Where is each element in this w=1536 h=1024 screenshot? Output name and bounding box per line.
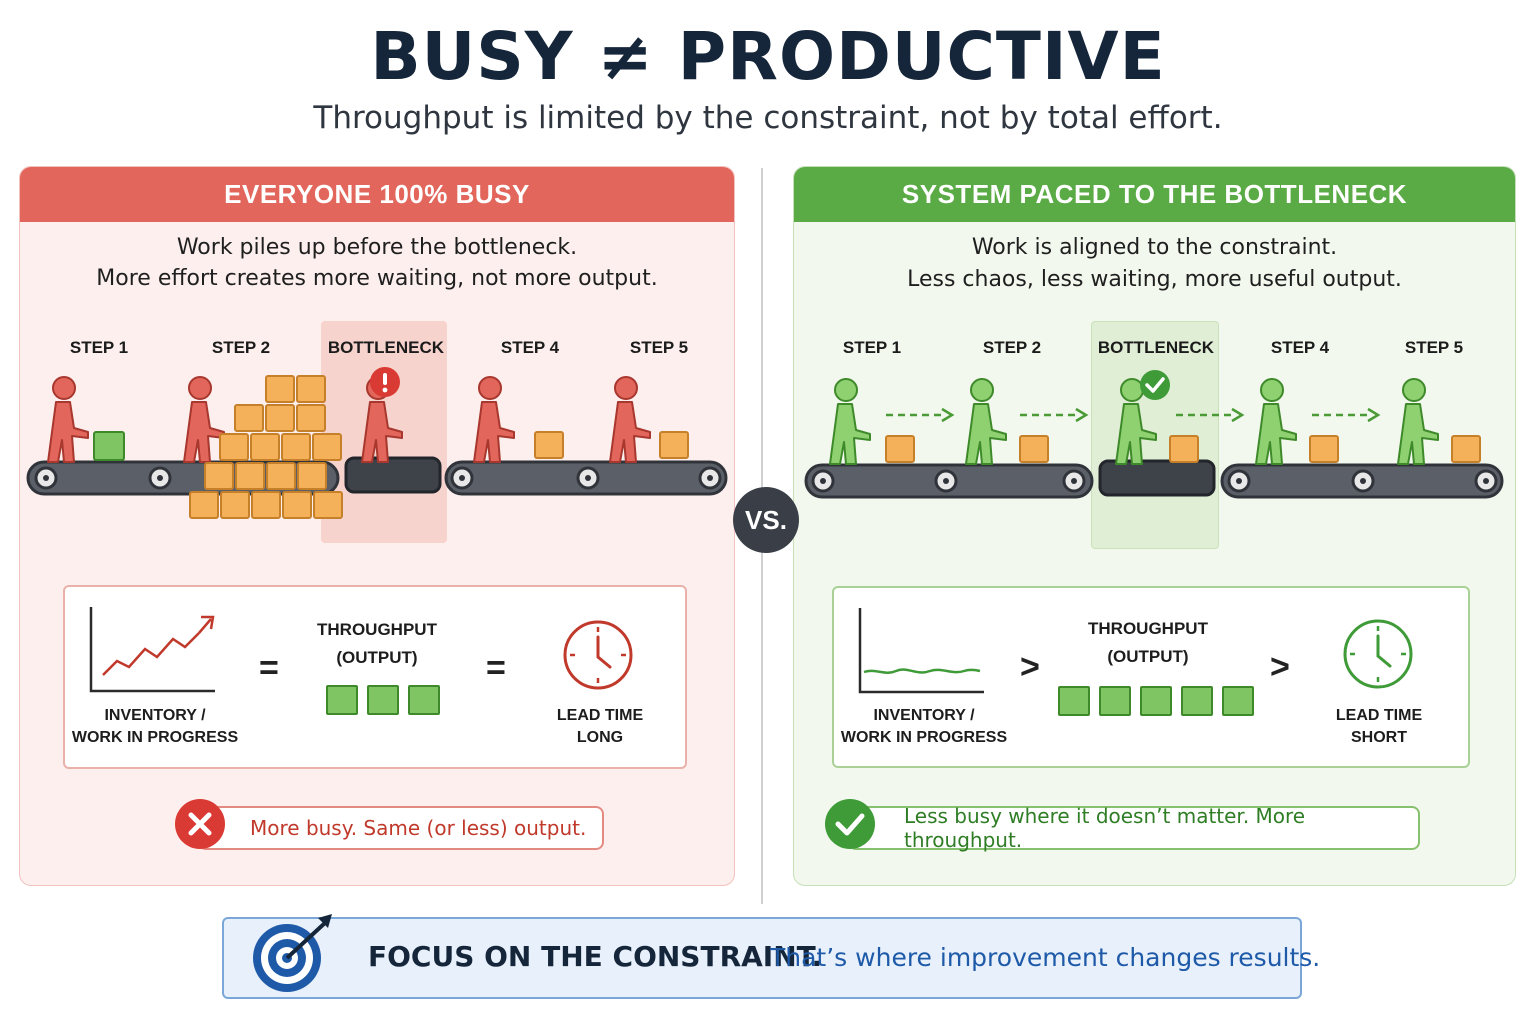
page-subtitle: Throughput is limited by the constraint,…	[313, 100, 1223, 136]
left-op-1: =	[259, 649, 279, 687]
left-step-4-label: STEP 4	[500, 338, 560, 357]
left-panel: EVERYONE 100% BUSY Work piles up before …	[19, 166, 735, 886]
right-throughput-label-1: THROUGHPUT	[1088, 619, 1208, 638]
right-flat-chart-icon	[858, 608, 984, 694]
left-throughput-units	[326, 685, 440, 715]
right-inventory-label-2: WORK IN PROGRESS	[840, 729, 1008, 746]
right-throughput-label-2: (OUTPUT)	[1107, 647, 1189, 666]
focus-bold-text: FOCUS ON THE CONSTRAINT.	[368, 940, 823, 973]
throughput-unit	[326, 685, 358, 715]
right-throughput-units	[1058, 686, 1254, 716]
left-throughput-label-2: (OUTPUT)	[336, 648, 418, 667]
check-icon	[825, 799, 875, 849]
right-op-2: >	[1270, 648, 1290, 686]
focus-text: That’s where improvement changes results…	[770, 943, 1321, 972]
right-verdict-text: Less busy where it doesn’t matter. More …	[904, 804, 1306, 852]
left-desc-line-2: More effort creates more waiting, not mo…	[96, 266, 658, 291]
right-step-1-label: STEP 1	[842, 338, 902, 357]
left-inventory-label-2: WORK IN PROGRESS	[71, 729, 239, 746]
left-desc-line-1: Work piles up before the bottleneck.	[176, 235, 578, 260]
right-conveyor-scene	[804, 378, 1504, 499]
right-metrics-box: INVENTORY / WORK IN PROGRESS > THROUGHPU…	[832, 586, 1470, 768]
left-metrics-box: INVENTORY / WORK IN PROGRESS = THROUGHPU…	[63, 585, 687, 769]
right-step-4-label: STEP 4	[1270, 338, 1330, 357]
left-lead-time-label-1: LEAD TIME	[556, 707, 644, 724]
left-step-2-label: STEP 2	[211, 338, 271, 357]
throughput-unit	[1099, 686, 1131, 716]
left-throughput-label-1: THROUGHPUT	[317, 620, 437, 639]
right-step-2-label: STEP 2	[982, 338, 1042, 357]
throughput-unit	[1181, 686, 1213, 716]
left-verdict: More busy. Same (or less) output.	[198, 806, 604, 850]
vs-badge: VS.	[733, 487, 799, 553]
left-verdict-text: More busy. Same (or less) output.	[250, 816, 587, 840]
right-op-1: >	[1020, 648, 1040, 686]
left-bottleneck-label: BOTTLENECK	[327, 338, 445, 357]
left-panel-header: EVERYONE 100% BUSY	[20, 167, 734, 222]
left-op-2: =	[486, 649, 506, 687]
exclamation-icon	[370, 367, 400, 397]
throughput-unit	[1058, 686, 1090, 716]
right-desc-line-2: Less chaos, less waiting, more useful ou…	[907, 267, 1402, 292]
target-icon	[253, 914, 332, 992]
left-step-5-label: STEP 5	[629, 338, 689, 357]
throughput-unit	[367, 685, 399, 715]
inventory-pile	[189, 375, 343, 519]
right-bottleneck-label: BOTTLENECK	[1097, 338, 1215, 357]
x-icon	[175, 799, 225, 849]
page-title: BUSY ≠ PRODUCTIVE	[370, 18, 1166, 95]
left-lead-time-label-2: LONG	[576, 729, 624, 746]
left-rising-chart-icon	[89, 607, 215, 693]
right-step-5-label: STEP 5	[1404, 338, 1464, 357]
right-verdict: Less busy where it doesn’t matter. More …	[848, 804, 1420, 852]
right-desc-line-1: Work is aligned to the constraint.	[971, 235, 1338, 260]
left-step-1-label: STEP 1	[69, 338, 129, 357]
left-inventory-label-1: INVENTORY /	[104, 707, 206, 724]
right-inventory-label-1: INVENTORY /	[873, 707, 975, 724]
clock-icon	[563, 620, 633, 690]
throughput-unit	[1222, 686, 1254, 716]
right-panel-header: SYSTEM PACED TO THE BOTTLENECK	[794, 167, 1515, 222]
right-lead-time-label-1: LEAD TIME	[1335, 707, 1423, 724]
focus-banner	[222, 917, 1302, 999]
right-lead-time-label-2: SHORT	[1351, 729, 1407, 746]
left-conveyor-scene	[26, 375, 728, 519]
throughput-unit	[408, 685, 440, 715]
clock-icon	[1343, 619, 1413, 689]
right-panel: SYSTEM PACED TO THE BOTTLENECK Work is a…	[793, 166, 1516, 886]
throughput-unit	[1140, 686, 1172, 716]
check-icon	[1140, 370, 1170, 400]
